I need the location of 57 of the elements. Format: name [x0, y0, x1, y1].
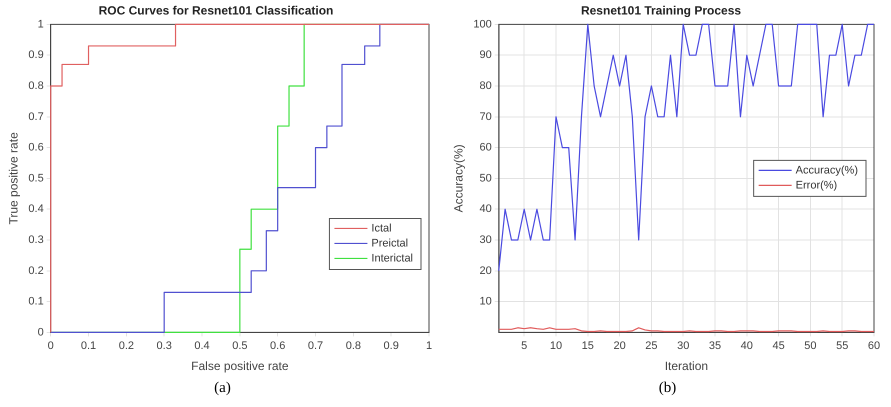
- x-tick-label: 30: [676, 340, 689, 352]
- y-tick-label: 0.4: [28, 203, 44, 216]
- y-tick-label: 0: [37, 326, 44, 338]
- legend-label: Interictal: [370, 252, 413, 264]
- y-tick-label: 0.6: [28, 142, 44, 154]
- x-tick-label: 0.2: [118, 340, 134, 352]
- y-tick-label: 100: [472, 18, 492, 30]
- legend-label: Error(%): [795, 179, 837, 192]
- x-axis-title: False positive rate: [190, 359, 288, 374]
- x-tick-label: 50: [804, 340, 816, 352]
- x-tick-label: 10: [549, 340, 562, 352]
- y-tick-label: 30: [479, 234, 492, 246]
- x-axis-title: Iteration: [664, 359, 708, 374]
- x-tick-label: 0.4: [194, 340, 210, 352]
- text: (a): [214, 380, 231, 397]
- x-tick-label: 40: [740, 340, 752, 352]
- x-tick-label: 0.7: [307, 340, 323, 352]
- y-tick-label: 90: [479, 49, 492, 62]
- chart-title: ROC Curves for Resnet101 Classification: [98, 4, 333, 18]
- y-tick-label: 0.9: [28, 49, 44, 62]
- y-axis-title: True positive rate: [6, 132, 20, 225]
- text: (b): [658, 380, 676, 397]
- chart-title: Resnet101 Training Process: [580, 4, 741, 18]
- x-tick-label: 25: [644, 340, 658, 352]
- y-axis-title: Accuracy(%): [451, 144, 466, 212]
- y-tick-label: 70: [479, 110, 492, 123]
- y-tick-label: 50: [479, 172, 492, 184]
- y-tick-label: 0.2: [28, 264, 44, 277]
- y-tick-label: 60: [479, 142, 492, 154]
- legend-label: Ictal: [370, 222, 392, 234]
- x-tick-label: 5: [520, 340, 527, 352]
- x-tick-label: 15: [581, 340, 594, 352]
- y-tick-label: 10: [479, 296, 492, 308]
- y-tick-label: 0.1: [28, 296, 44, 308]
- x-tick-label: 55: [836, 340, 848, 352]
- y-tick-label: 0.7: [28, 110, 44, 123]
- x-tick-label: 45: [772, 340, 784, 352]
- x-tick-label: 0.8: [345, 340, 360, 352]
- y-tick-label: 0.8: [28, 80, 44, 92]
- y-tick-label: 0.3: [28, 234, 44, 246]
- x-tick-label: 0.1: [80, 340, 96, 352]
- y-tick-label: 40: [479, 203, 492, 216]
- x-tick-label: 1: [425, 340, 432, 352]
- x-tick-label: 0.6: [270, 340, 285, 352]
- x-tick-label: 20: [612, 340, 626, 352]
- x-tick-label: 60: [867, 340, 880, 352]
- x-tick-label: 0.9: [383, 340, 398, 352]
- x-tick-label: 0.3: [156, 340, 172, 352]
- y-tick-label: 0.5: [28, 172, 44, 184]
- x-tick-label: 0.5: [232, 340, 247, 352]
- legend-label: Preictal: [370, 237, 408, 250]
- x-tick-label: 0: [47, 340, 54, 352]
- x-tick-label: 35: [708, 340, 721, 352]
- y-tick-label: 20: [479, 264, 492, 277]
- y-tick-label: 80: [479, 80, 492, 92]
- y-tick-label: 1: [37, 18, 44, 30]
- legend-label: Accuracy(%): [795, 164, 858, 176]
